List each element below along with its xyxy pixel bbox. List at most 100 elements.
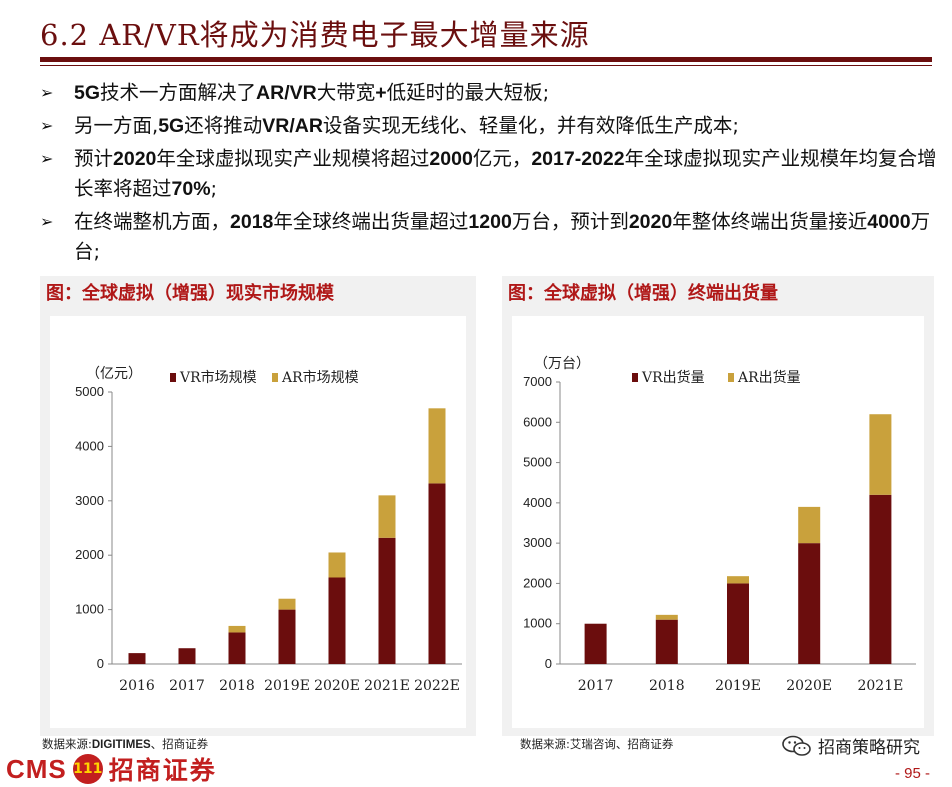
bullet-item: ➢ 预计2020年全球虚拟现实产业规模将超过2000亿元，2017-2022年全…	[38, 144, 938, 204]
bullet-text: 2020	[628, 211, 673, 233]
bullet-text: VR/AR	[262, 115, 323, 137]
legend-swatch	[632, 373, 638, 382]
y-tick-label: 4000	[523, 495, 552, 510]
bullet-text: 年全球虚拟现实产业规模年均复合增长率将超过	[74, 147, 937, 200]
bullet-text: 70%	[171, 178, 211, 200]
bar-segment	[428, 483, 446, 664]
bullet-text: 年全球虚拟现实产业规模将超过	[156, 147, 430, 170]
logo-company-name: 招商证券	[108, 756, 217, 785]
bullet-text: 2000	[429, 148, 473, 170]
x-tick-label: 2022E	[414, 678, 460, 694]
bullet-text: 2017-2022	[531, 148, 625, 170]
y-tick-label: 2000	[75, 547, 104, 562]
arrow-bullet-icon: ➢	[40, 116, 54, 135]
wechat-label: 招商策略研究	[818, 738, 920, 758]
bar-segment	[727, 576, 749, 584]
bullet-text: 另一方面,	[74, 114, 159, 137]
bullet-text: +	[375, 82, 387, 104]
bullet-text: 2020	[113, 148, 157, 170]
title-rule	[40, 57, 932, 62]
bullet-text: 设备实现无线化、轻量化，并有效降低生产成本;	[322, 114, 739, 137]
bar-segment	[128, 653, 146, 664]
title-rule-thin	[40, 65, 932, 66]
y-unit-label: （万台）	[534, 356, 590, 372]
y-tick-label: 7000	[523, 374, 552, 389]
shipments-chart-panel: 图：全球虚拟（增强）终端出货量 （万台） 0 1000 2000 3000 4000 500…	[502, 276, 934, 736]
bar-segment	[655, 619, 678, 664]
x-tick-label: 2017	[578, 678, 614, 694]
bar-segment	[328, 577, 346, 664]
bullet-text: 1200	[468, 211, 512, 233]
bar-segment	[727, 583, 749, 664]
right-source-note: 数据来源:艾瑞咨询、招商证券	[520, 737, 674, 751]
bullet-text: 在终端整机方面，	[74, 210, 231, 233]
arrow-bullet-icon: ➢	[40, 149, 54, 168]
arrow-bullet-icon: ➢	[40, 212, 54, 231]
y-tick-label: 0	[545, 656, 552, 671]
bar-segment	[228, 625, 246, 633]
source-suffix: 、招商证券	[150, 737, 209, 751]
x-tick-label: 2018	[649, 678, 685, 694]
x-tick-label: 2021E	[364, 678, 410, 694]
bullet-item: ➢ 另一方面,5G还将推动VR/AR设备实现无线化、轻量化，并有效降低生产成本;	[38, 111, 938, 141]
bar-segment	[869, 414, 892, 495]
bar-segment	[378, 495, 396, 538]
x-tick-label: 2019E	[264, 678, 310, 694]
logo-badge-icon: 111	[72, 754, 103, 784]
shipments-chart-area: （万台） 0 1000 2000 3000 4000 5000 6000 7000 VR出货量 AR…	[512, 316, 924, 728]
x-tick-label: 2020E	[786, 678, 832, 694]
legend-label: VR出货量	[641, 369, 705, 386]
y-tick-label: 4000	[75, 438, 104, 453]
bullet-text: 5G	[74, 82, 101, 104]
bar-segment	[378, 537, 396, 664]
bar-segment	[328, 552, 346, 578]
arrow-bullet-icon: ➢	[40, 83, 54, 102]
bar-segment	[798, 543, 821, 664]
bullet-text: 年全球终端出货量超过	[273, 210, 469, 233]
y-unit-label: （亿元）	[86, 366, 142, 382]
legend-label: AR出货量	[737, 369, 801, 386]
logo-cms-text: CMS	[6, 753, 67, 784]
bullet-text: AR/VR	[256, 82, 317, 104]
source-bold: DIGITIMES	[91, 739, 151, 751]
market-size-chart: （亿元） 0 1000 2000 3000 4000 5000 VR市场规模 AR市场规模 201…	[75, 366, 462, 694]
bar-segment	[278, 609, 296, 664]
bar-segment	[869, 494, 892, 664]
legend-swatch	[272, 373, 278, 382]
y-tick-label: 0	[97, 656, 104, 671]
bullet-text: 还将推动	[184, 114, 263, 137]
bullet-text: 年整体终端出货量接近	[672, 210, 868, 233]
bullet-item: ➢ 5G技术一方面解决了AR/VR大带宽+低延时的最大短板;	[38, 78, 938, 108]
bullet-text: 大带宽	[316, 81, 376, 104]
legend-swatch	[728, 373, 734, 382]
x-tick-label: 2021E	[857, 678, 903, 694]
y-tick-label: 3000	[75, 493, 104, 508]
shipments-chart-title: 图：全球虚拟（增强）终端出货量	[508, 283, 778, 304]
bullet-list: ➢ 5G技术一方面解决了AR/VR大带宽+低延时的最大短板; ➢ 另一方面,5G…	[38, 78, 938, 270]
wechat-icon	[782, 735, 811, 756]
bullet-text: ;	[210, 177, 218, 200]
y-tick-label: 1000	[523, 616, 552, 631]
y-tick-label: 3000	[523, 535, 552, 550]
shipments-chart: （万台） 0 1000 2000 3000 4000 5000 6000 7000 VR出货量 AR…	[523, 356, 916, 694]
wechat-account: 招商策略研究	[782, 733, 920, 758]
bullet-text: 万台;	[74, 210, 931, 263]
page-number: - 95 -	[894, 765, 930, 782]
bar-segment	[584, 623, 607, 664]
bullet-text: 万台，预计到	[511, 210, 629, 233]
left-source-note: 数据来源:DIGITIMES、招商证券	[42, 736, 208, 752]
y-tick-label: 5000	[75, 384, 104, 399]
y-tick-label: 5000	[523, 455, 552, 470]
cms-logo: CMS 111 招商证券	[6, 752, 217, 786]
y-tick-label: 1000	[75, 602, 104, 617]
bullet-text: 技术一方面解决了	[100, 81, 257, 104]
bar-segment	[178, 648, 196, 664]
x-tick-label: 2019E	[715, 678, 761, 694]
market-size-chart-area: （亿元） 0 1000 2000 3000 4000 5000 VR市场规模 AR市场规模 201…	[50, 316, 466, 728]
bullet-text: 亿元，	[472, 147, 532, 170]
bullet-text: 5G	[158, 115, 185, 137]
x-tick-label: 2018	[219, 678, 255, 694]
bullet-text: 预计	[74, 147, 114, 170]
source-prefix: 数据来源:	[42, 737, 92, 751]
legend-label: VR市场规模	[179, 369, 257, 386]
